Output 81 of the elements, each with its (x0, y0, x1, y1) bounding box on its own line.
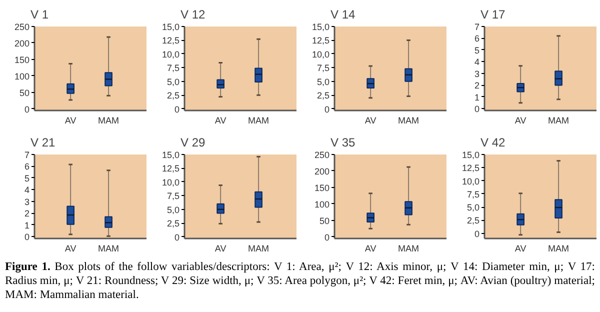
x-tick-label: AV (64, 244, 76, 254)
x-tick-label: AV (514, 244, 526, 254)
y-tick-label: 10,0 (312, 49, 330, 60)
y-tick-label: 4 (474, 57, 480, 68)
y-tick-label: 1 (474, 92, 480, 102)
chart-title: V 29 (180, 136, 206, 150)
chart-title: V 17 (480, 8, 506, 22)
y-tick-label: 2,5 (166, 218, 180, 229)
y-tick-label: 12,5 (162, 36, 180, 46)
x-tick-label: MAM (248, 244, 270, 254)
y-tick-label: 7 (474, 22, 480, 32)
x-tick-label: MAM (398, 116, 420, 126)
x-tick-label: AV (364, 244, 376, 254)
y-tick-label: 100 (14, 71, 30, 82)
y-tick-label: 12,5 (312, 36, 330, 46)
y-tick-label: 5,0 (166, 76, 180, 87)
y-tick-label: 7,5 (466, 189, 480, 200)
x-tick-label: MAM (398, 244, 420, 254)
y-tick-label: 150 (14, 54, 30, 65)
chart-title: V 1 (30, 8, 49, 22)
y-tick-label: 12,5 (462, 163, 480, 174)
x-tick-label: AV (214, 116, 226, 126)
y-tick-label: 6 (24, 162, 30, 172)
x-tick-label: MAM (98, 116, 120, 126)
y-tick-label: 200 (14, 38, 30, 48)
y-tick-label: 15,0 (462, 150, 480, 160)
y-tick-label: 0 (324, 104, 330, 114)
x-tick-label: AV (514, 116, 526, 126)
y-tick-label: 0 (174, 232, 180, 242)
y-tick-label: 4 (24, 185, 30, 196)
y-tick-label: 50 (319, 216, 330, 226)
y-tick-label: 15,0 (162, 22, 180, 32)
chart-title: V 35 (330, 136, 356, 150)
y-tick-label: 2,5 (316, 90, 330, 101)
y-tick-label: 0 (474, 228, 480, 239)
y-tick-label: 10,0 (462, 176, 480, 186)
caption: Figure 1. (5, 261, 50, 273)
y-tick-label: 100 (314, 199, 330, 210)
y-tick-label: 7 (24, 150, 30, 160)
y-tick-label: 6 (474, 34, 480, 44)
chart-title: V 12 (180, 8, 206, 22)
y-tick-label: 12,5 (162, 164, 180, 174)
y-tick-label: 15,0 (312, 22, 330, 32)
chart-title: V 21 (30, 136, 56, 150)
y-tick-label: 5 (24, 173, 30, 184)
y-tick-label: 200 (314, 166, 330, 176)
y-tick-label: 150 (314, 182, 330, 193)
x-tick-label: MAM (548, 244, 570, 254)
y-tick-label: 2 (24, 208, 30, 219)
x-tick-label: MAM (548, 116, 570, 126)
y-tick-label: 10,0 (162, 49, 180, 60)
y-tick-label: 0 (324, 232, 330, 242)
y-tick-label: 0 (24, 104, 30, 114)
y-tick-label: 3 (474, 68, 480, 79)
y-tick-label: 5,0 (316, 76, 330, 87)
y-tick-label: 0 (24, 232, 30, 242)
x-tick-label: AV (364, 116, 376, 126)
y-tick-label: 7,5 (316, 63, 330, 74)
y-tick-label: 2,5 (466, 216, 480, 226)
y-tick-label: 0 (174, 104, 180, 114)
y-tick-label: 7,5 (166, 63, 180, 74)
y-tick-label: 250 (314, 150, 330, 160)
y-tick-label: 2,5 (166, 90, 180, 101)
chart-title: V 14 (330, 8, 356, 22)
y-tick-label: 7,5 (166, 191, 180, 202)
y-tick-label: 1 (24, 220, 30, 230)
y-tick-label: 250 (14, 22, 30, 32)
y-tick-label: 15,0 (162, 150, 180, 160)
x-tick-label: AV (214, 244, 226, 254)
y-tick-label: 5,0 (466, 202, 480, 212)
y-tick-label: 5 (474, 45, 480, 56)
y-tick-label: 10,0 (162, 177, 180, 188)
y-tick-label: 0 (474, 104, 480, 114)
y-tick-label: 2 (474, 80, 480, 91)
x-tick-label: AV (64, 116, 76, 126)
x-tick-label: MAM (248, 116, 270, 126)
y-tick-label: 50 (19, 88, 30, 98)
y-tick-label: 3 (24, 196, 30, 207)
x-tick-label: MAM (98, 244, 120, 254)
y-tick-label: 5,0 (166, 204, 180, 215)
chart-title: V 42 (480, 136, 506, 150)
